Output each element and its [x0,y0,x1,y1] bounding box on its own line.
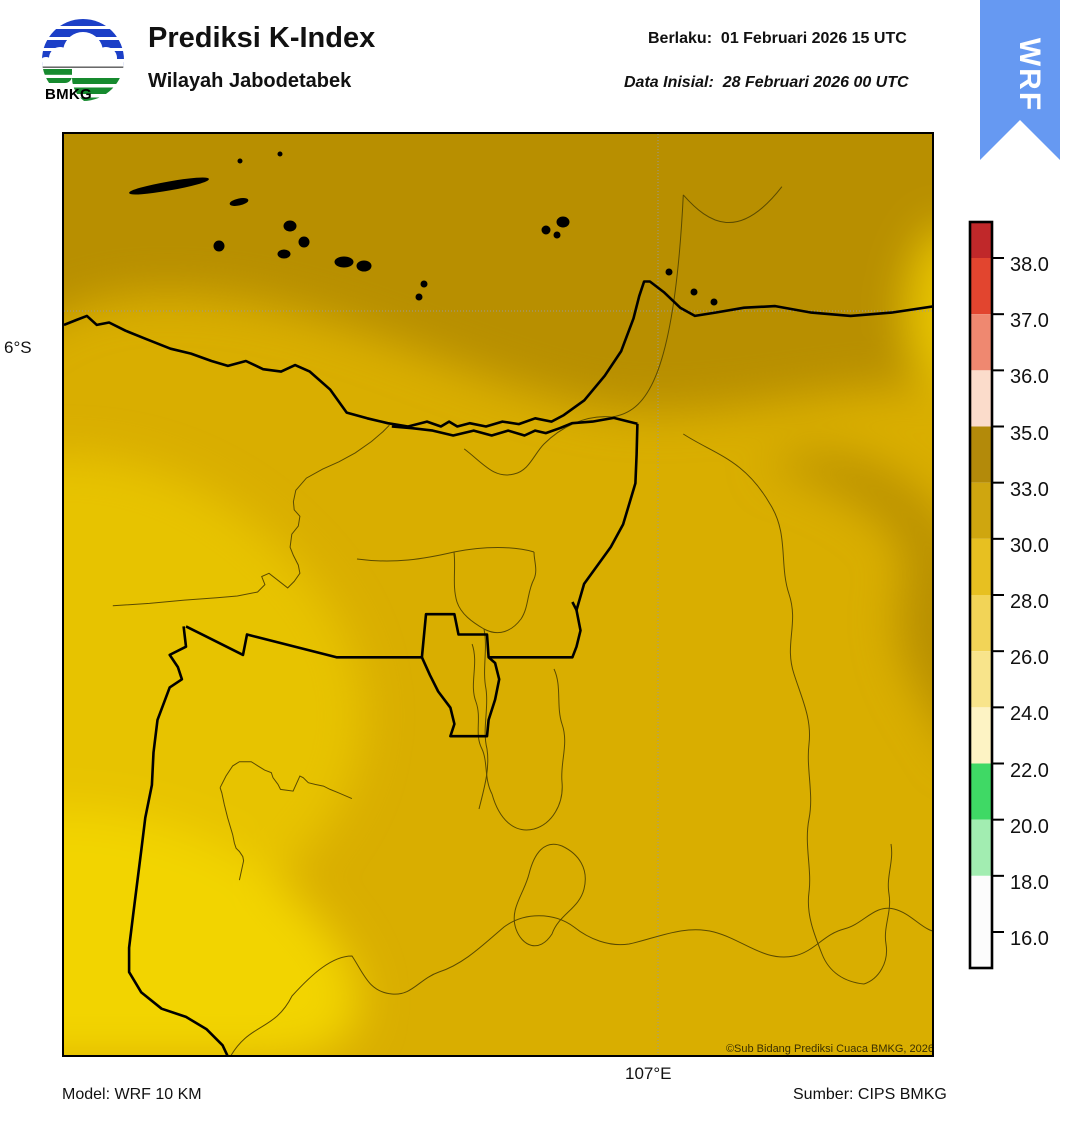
svg-text:©Sub Bidang Prediksi Cuaca BMK: ©Sub Bidang Prediksi Cuaca BMKG, 2026 [726,1043,934,1055]
svg-text:WRF: WRF [1013,38,1046,112]
